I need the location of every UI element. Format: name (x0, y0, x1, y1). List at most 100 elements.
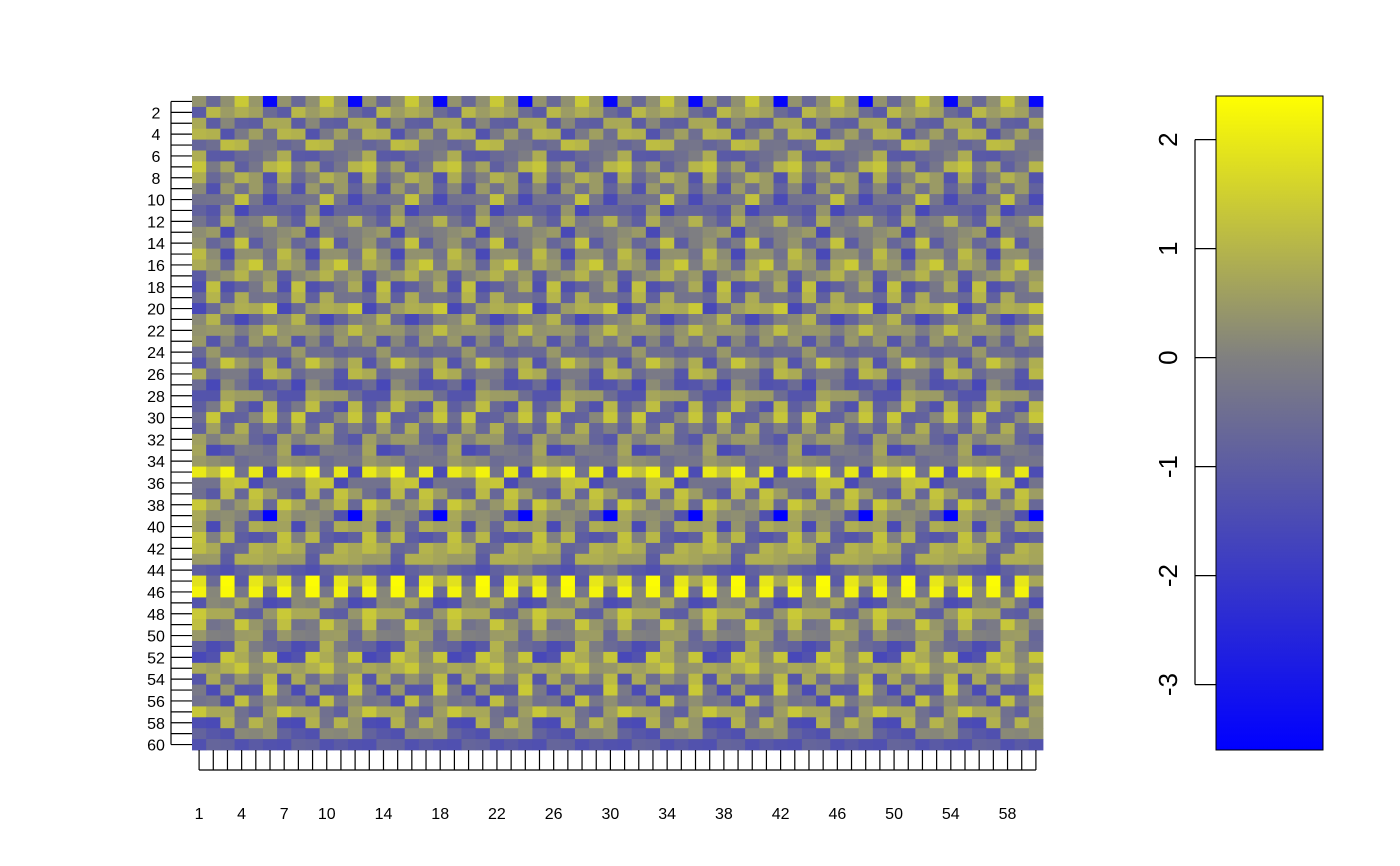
heatmap-cell (929, 281, 945, 293)
heatmap-cell (433, 619, 448, 631)
heatmap-cell (674, 215, 689, 228)
heatmap-cell (504, 521, 519, 533)
heatmap-cell (801, 237, 817, 249)
heatmap-cell (518, 488, 533, 500)
heatmap-cell (816, 532, 831, 544)
heatmap-cell (348, 564, 363, 576)
heatmap-cell (745, 608, 760, 620)
heatmap-cell (447, 717, 462, 729)
heatmap-cell (773, 597, 789, 609)
heatmap-cell (631, 433, 647, 446)
heatmap-cell (901, 553, 916, 566)
heatmap-cell (957, 728, 973, 740)
heatmap-cell (688, 172, 703, 184)
heatmap-cell (518, 706, 533, 718)
heatmap-cell (901, 106, 916, 119)
heatmap-cell (943, 662, 959, 675)
heatmap-cell (1028, 194, 1044, 206)
heatmap-cell (1014, 586, 1030, 598)
heatmap-cell (447, 226, 462, 239)
heatmap-cell (333, 597, 349, 609)
heatmap-cell (702, 194, 718, 206)
heatmap-cell (447, 488, 462, 500)
heatmap-cell (262, 324, 278, 337)
heatmap-cell (872, 324, 888, 337)
heatmap-cell (560, 521, 576, 533)
heatmap-cell (234, 564, 250, 576)
heatmap-cell (702, 106, 718, 119)
heatmap-cell (404, 292, 420, 304)
heatmap-cell (660, 335, 675, 348)
heatmap-cell (418, 292, 434, 304)
heatmap-cell (220, 586, 235, 598)
heatmap-cell (730, 510, 746, 522)
heatmap-cell (1000, 194, 1016, 206)
heatmap-cell (404, 597, 420, 609)
heatmap-cell (631, 575, 647, 587)
heatmap-cell (390, 521, 406, 533)
heatmap-cell (858, 106, 874, 119)
heatmap-cell (206, 532, 221, 544)
heatmap-cell (546, 641, 562, 653)
heatmap-cell (1028, 357, 1044, 369)
x-tick-label: 18 (431, 806, 449, 823)
heatmap-cell (901, 96, 916, 108)
heatmap-cell (1014, 314, 1030, 326)
heatmap-cell (376, 215, 391, 228)
heatmap-cell (234, 292, 250, 304)
heatmap-cell (518, 106, 533, 119)
heatmap-cell (390, 455, 406, 467)
heatmap-cell (234, 215, 250, 228)
heatmap-cell (348, 575, 363, 587)
heatmap-cell (773, 423, 789, 435)
heatmap-cell (972, 433, 987, 446)
heatmap-cell (872, 532, 888, 544)
heatmap-cell (929, 412, 945, 424)
heatmap-cell (192, 237, 207, 249)
heatmap-cell (759, 553, 774, 566)
heatmap-cell (560, 379, 576, 391)
heatmap-cell (574, 303, 590, 315)
heatmap-cell (248, 433, 264, 446)
heatmap-cell (447, 139, 462, 151)
heatmap-cell (929, 706, 945, 718)
heatmap-cell (645, 390, 661, 402)
heatmap-cell (972, 194, 987, 206)
heatmap-cell (617, 183, 633, 195)
heatmap-cell (589, 412, 604, 424)
y-tick-label: 56 (147, 694, 165, 711)
heatmap-cell (858, 717, 874, 729)
heatmap-cell (518, 542, 533, 555)
heatmap-cell (475, 706, 491, 718)
heatmap-cell (688, 542, 703, 555)
heatmap-cell (1000, 651, 1016, 664)
heatmap-cell (206, 521, 221, 533)
heatmap-cell (858, 728, 874, 740)
heatmap-cell (220, 117, 235, 130)
heatmap-cell (1014, 630, 1030, 642)
heatmap-cell (277, 139, 292, 151)
heatmap-cell (773, 542, 789, 555)
heatmap-cell (986, 706, 1001, 718)
heatmap-cell (319, 335, 335, 348)
heatmap-cell (574, 172, 590, 184)
heatmap-cell (901, 172, 916, 184)
heatmap-cell (461, 270, 477, 282)
heatmap-cell (305, 412, 321, 424)
heatmap-cell (475, 564, 491, 576)
heatmap-cell (192, 357, 207, 369)
heatmap-cell (418, 499, 434, 511)
heatmap-cell (362, 194, 377, 206)
heatmap-cell (433, 259, 448, 271)
heatmap-cell (277, 412, 292, 424)
heatmap-cell (433, 717, 448, 729)
heatmap-cell (348, 662, 363, 675)
heatmap-cell (348, 346, 363, 358)
heatmap-cell (858, 673, 874, 685)
heatmap-cell (702, 128, 718, 140)
heatmap-cell (858, 499, 874, 511)
heatmap-cell (433, 346, 448, 358)
heatmap-cell (943, 673, 959, 685)
heatmap-cell (660, 324, 675, 337)
heatmap-cell (745, 662, 760, 675)
